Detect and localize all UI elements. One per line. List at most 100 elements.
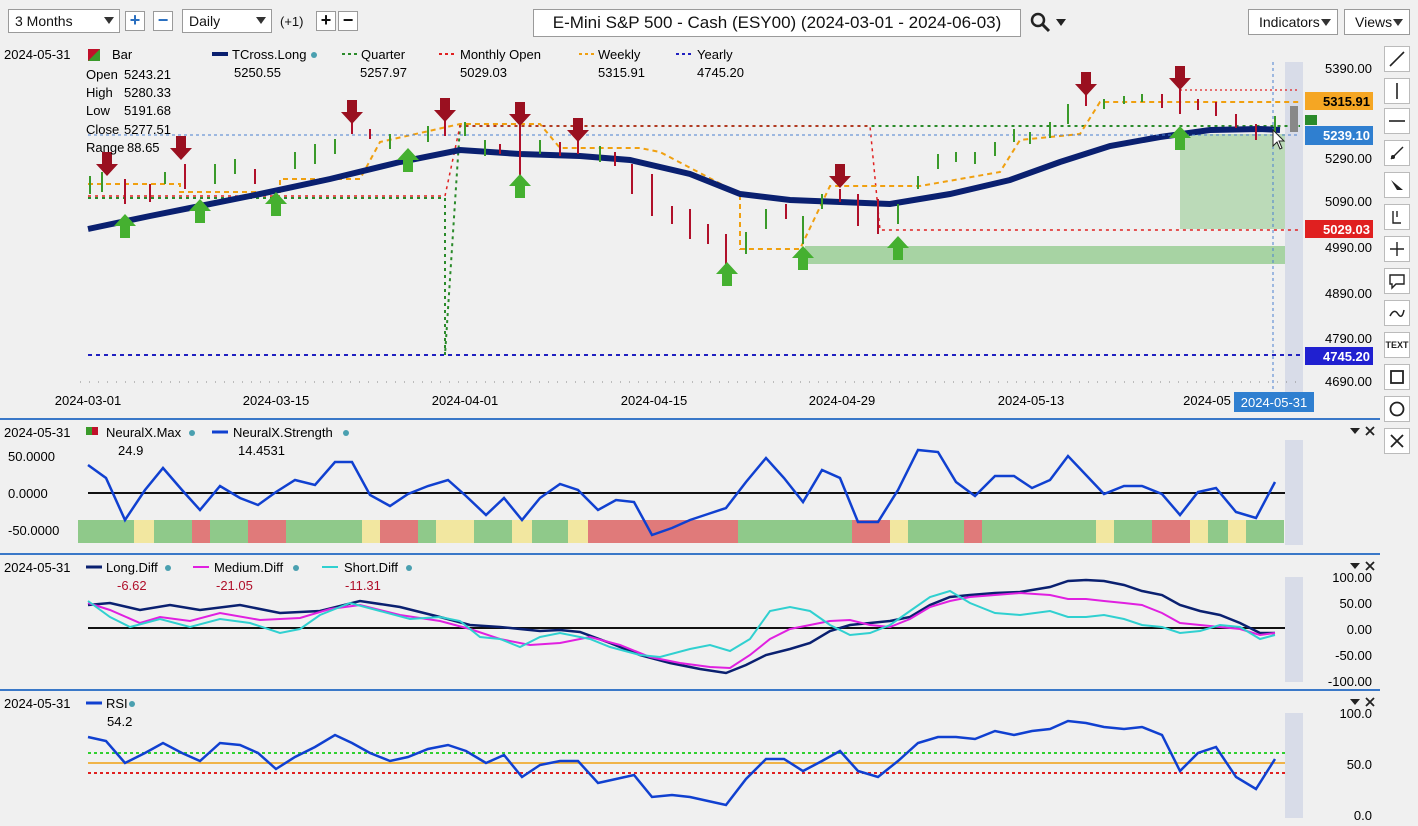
weekly-label: Weekly <box>598 47 641 62</box>
future-area <box>1285 440 1303 545</box>
chevron-down-icon[interactable] <box>1350 563 1360 569</box>
quarter-value: 5257.97 <box>360 65 407 80</box>
chevron-down-icon[interactable] <box>1350 699 1360 705</box>
settings-dot-icon[interactable] <box>311 52 317 58</box>
y-tick: 5390.00 <box>1325 61 1372 76</box>
open-value: 5243.21 <box>124 67 171 82</box>
sell-signal-arrows <box>96 66 1191 188</box>
long-diff-label: Long.Diff <box>106 560 158 575</box>
indicators-button[interactable]: Indicators <box>1248 9 1338 35</box>
buy-signal-arrows <box>114 126 1191 286</box>
settings-dot-icon[interactable] <box>165 565 171 571</box>
quarter-line <box>88 125 1300 356</box>
views-label: Views <box>1355 14 1393 30</box>
yearly-value: 4745.20 <box>697 65 744 80</box>
y-tick: 100.0 <box>1339 706 1372 721</box>
range-dropdown[interactable]: 3 Months <box>8 9 120 33</box>
y-tick: 0.0 <box>1354 808 1372 823</box>
x-tick: 2024-03-15 <box>243 393 310 408</box>
toolbar: 3 Months + − Daily (+1) + − E-Mini S&P 5… <box>0 0 1418 44</box>
weekly-line <box>88 101 1300 250</box>
chevron-down-icon <box>256 17 266 24</box>
short-diff-value: -11.31 <box>345 578 381 593</box>
search-icon[interactable] <box>1030 12 1052 34</box>
x-tick: 2024-03-01 <box>55 393 122 408</box>
horizontal-line-tool-icon[interactable] <box>1384 108 1410 134</box>
delete-drawings-icon[interactable] <box>1384 428 1410 454</box>
high-label: High <box>86 85 113 100</box>
price-panel[interactable]: 2024-05-31 Bar Open 5243.21 High 5280.33… <box>0 44 1380 420</box>
ray-tool-icon[interactable] <box>1384 140 1410 166</box>
text-tool-icon[interactable]: TEXT <box>1384 332 1410 358</box>
cursor-date-text: 2024-05-31 <box>1241 395 1308 410</box>
settings-dot-icon[interactable] <box>129 701 135 707</box>
close-icon[interactable] <box>1365 697 1375 707</box>
neural-chart[interactable]: 2024-05-31 NeuralX.Max 24.9 NeuralX.Stre… <box>0 420 1380 555</box>
tcross-price-tag <box>1305 126 1373 145</box>
price-x-axis: 2024-03-01 2024-03-15 2024-04-01 2024-04… <box>55 393 1231 408</box>
price-bars <box>89 89 1276 264</box>
offset-minus-button[interactable]: − <box>338 11 358 31</box>
settings-dot-icon[interactable] <box>406 565 412 571</box>
quarter-label: Quarter <box>361 47 406 62</box>
rsi-label: RSI <box>106 696 128 711</box>
price-chart[interactable]: 2024-05-31 Bar Open 5243.21 High 5280.33… <box>0 44 1380 420</box>
rsi-panel[interactable]: 2024-05-31 RSI 54.2 100.0 50.0 0.0 <box>0 691 1380 823</box>
interval-dropdown[interactable]: Daily <box>182 9 272 33</box>
chevron-down-icon[interactable] <box>1350 428 1360 434</box>
zoom-out-button[interactable]: − <box>153 11 173 31</box>
views-button[interactable]: Views <box>1344 9 1410 35</box>
settings-dot-icon[interactable] <box>189 430 195 436</box>
vertical-line-tool-icon[interactable] <box>1384 78 1410 104</box>
fibonacci-tool-icon[interactable] <box>1384 204 1410 230</box>
range-value: 3 Months <box>15 13 73 29</box>
y-tick: 4690.00 <box>1325 374 1372 389</box>
arrow-tool-icon[interactable] <box>1384 172 1410 198</box>
diff-chart[interactable]: 2024-05-31 Long.Diff -6.62 Medium.Diff -… <box>0 555 1380 691</box>
settings-dot-icon[interactable] <box>343 430 349 436</box>
crosshair-tool-icon[interactable] <box>1384 236 1410 262</box>
bar-legend-icon-half <box>88 49 100 61</box>
close-label: Close <box>86 122 119 137</box>
y-tick: -50.00 <box>1335 648 1372 663</box>
settings-dot-icon[interactable] <box>293 565 299 571</box>
future-area <box>1285 62 1303 400</box>
offset-plus-button[interactable]: + <box>316 11 336 31</box>
chevron-down-icon <box>1321 19 1331 26</box>
curve-tool-icon[interactable] <box>1384 300 1410 326</box>
low-label: Low <box>86 103 110 118</box>
chevron-down-icon[interactable] <box>1056 19 1066 26</box>
interval-value: Daily <box>189 13 221 29</box>
close-icon[interactable] <box>1365 426 1375 436</box>
y-tick: 4890.00 <box>1325 286 1372 301</box>
weekly-value: 5315.91 <box>598 65 645 80</box>
monthly-price-tag <box>1305 220 1373 238</box>
medium-diff-value: -21.05 <box>216 578 253 593</box>
high-value: 5280.33 <box>124 85 171 100</box>
scroll-marker[interactable] <box>1290 106 1298 132</box>
future-area <box>1285 577 1303 682</box>
ellipse-tool-icon[interactable] <box>1384 396 1410 422</box>
y-tick: 4790.00 <box>1325 331 1372 346</box>
rsi-date: 2024-05-31 <box>4 696 71 711</box>
zoom-in-button[interactable]: + <box>125 11 145 31</box>
long-diff-line <box>87 578 1275 675</box>
diff-panel[interactable]: 2024-05-31 Long.Diff -6.62 Medium.Diff -… <box>0 555 1380 691</box>
y-tick: 5290.00 <box>1325 151 1372 166</box>
neural-strength-line <box>87 448 1277 537</box>
rectangle-tool-icon[interactable] <box>1384 364 1410 390</box>
neural-panel[interactable]: 2024-05-31 NeuralX.Max 24.9 NeuralX.Stre… <box>0 420 1380 555</box>
rsi-chart[interactable]: 2024-05-31 RSI 54.2 100.0 50.0 0.0 <box>0 691 1380 823</box>
monthly-label: Monthly Open <box>460 47 541 62</box>
y-tick: 4990.00 <box>1325 240 1372 255</box>
trendline-tool-icon[interactable] <box>1384 46 1410 72</box>
comment-tool-icon[interactable] <box>1384 268 1410 294</box>
close-icon[interactable] <box>1365 561 1375 571</box>
drawing-tools: TEXT <box>1380 44 1418 464</box>
y-tick: -100.00 <box>1328 674 1372 689</box>
instrument-title[interactable]: E-Mini S&P 500 - Cash (ESY00) (2024-03-0… <box>533 9 1021 37</box>
y-tick: 50.00 <box>1339 596 1372 611</box>
x-tick: 2024-05-13 <box>998 393 1065 408</box>
support-zone <box>1180 134 1303 229</box>
neural-max-swatch-half <box>92 427 98 435</box>
